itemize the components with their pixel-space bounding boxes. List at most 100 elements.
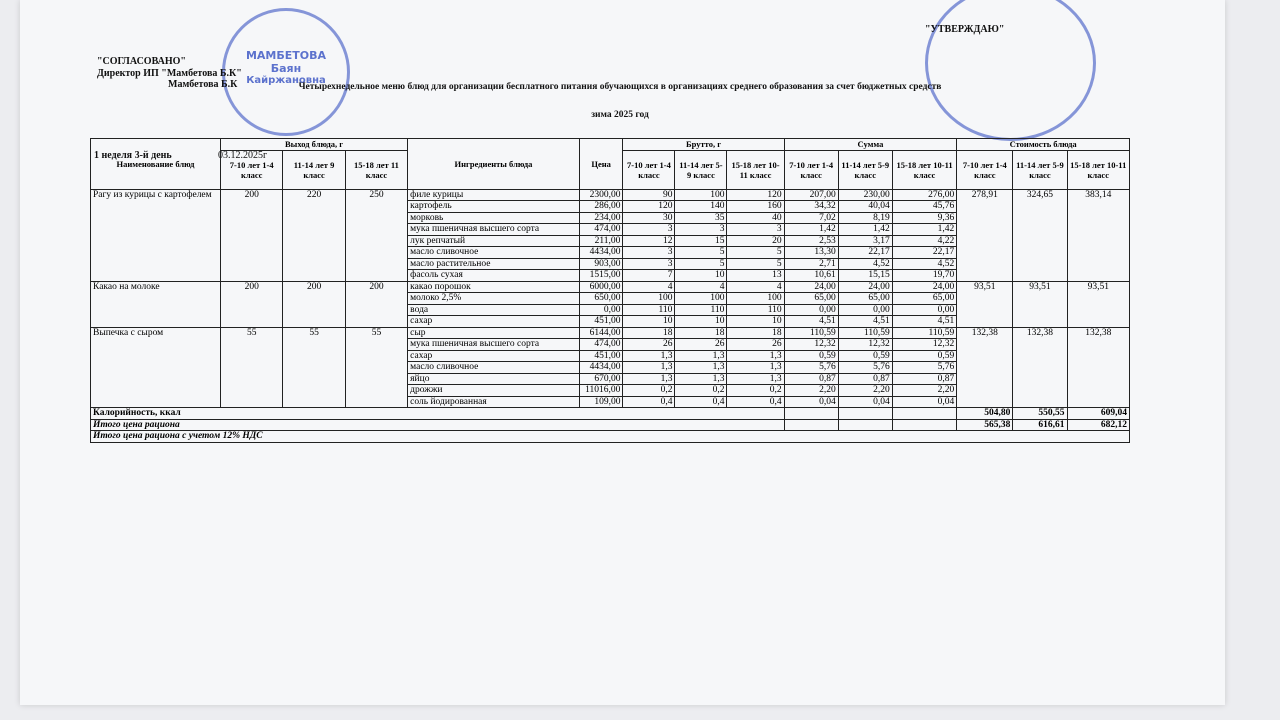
title: Четырехнедельное меню блюд для организац… (298, 82, 942, 92)
ingredient-value: 286,00 (578, 200, 624, 213)
ingredient: дрожжи (407, 384, 580, 397)
ingredient-value: 40,04 (837, 200, 893, 213)
ingredient-value: 0,59 (837, 349, 893, 362)
ingredient-value: 65,00 (837, 292, 893, 305)
dish-name: Рагу из курицы с картофелем (90, 188, 221, 282)
ingredient: вода (407, 303, 580, 316)
ingredient-value: 100 (726, 292, 785, 305)
ingredient-row: сахар 451,00 10 10 10 4,51 4,51 4,51 (91, 315, 1130, 328)
cell (891, 407, 958, 420)
sub-header: 7-10 лет 1-4 класс (219, 149, 284, 190)
ingredient-row: масло сливочное 4434,00 1,3 1,3 1,3 5,76 5,76 5… (91, 361, 1130, 374)
ingredient-row: масло сливочное 4434,00 3 5 5 13,30 22,17 22,17 (91, 246, 1130, 259)
total-label: Итого цена рациона (90, 418, 785, 431)
total-value: 550,55 (1012, 407, 1068, 420)
ingredient-value: 90 (622, 188, 676, 201)
dish-cost: 383,14 (1066, 188, 1130, 282)
ingredient-value: 0,2 (726, 384, 785, 397)
ingredient-value: 26 (622, 338, 676, 351)
cell (783, 418, 839, 431)
ingredient-value: 10 (726, 315, 785, 328)
ingredient-value: 207,00 (783, 188, 839, 201)
ingredient-value: 24,00 (837, 280, 893, 293)
ingredient-value: 2,20 (891, 384, 958, 397)
ingredient-value: 0,04 (837, 395, 893, 408)
ingredient-value: 0,00 (837, 303, 893, 316)
ingredient-row: картофель 286,00 120 140 160 34,32 40,04 45,76 (91, 200, 1130, 213)
ingredient-value: 3 (622, 246, 676, 259)
ingredient-value: 451,00 (578, 349, 624, 362)
ingredient: какао порошок (407, 280, 580, 293)
ingredient-row: мука пшеничная высшего сорта 474,00 3 3 3 1,4… (91, 223, 1130, 236)
ingredient-value: 110 (726, 303, 785, 316)
sub-header: 11-14 лет 5-9 класс (1012, 149, 1068, 190)
ingredient-value: 6144,00 (578, 326, 624, 339)
ingredient: филе курицы (407, 188, 580, 201)
ingredient-value: 100 (674, 292, 728, 305)
ingredient-value: 13,30 (783, 246, 839, 259)
ingredient-value: 12,32 (783, 338, 839, 351)
ingredient: яйцо (407, 372, 580, 385)
ingredient-value: 5 (726, 257, 785, 270)
stamp-left: МАМБЕТОВА Баян Кайржановна (222, 8, 350, 136)
dish-output: 250 (344, 188, 409, 282)
sub-header: 7-10 лет 1-4 класс (622, 149, 676, 190)
sub-header: 15-18 лет 11 класс (344, 149, 409, 190)
ingredient-row: лук репчатый 211,00 12 15 20 2,53 3,17 4,22 (91, 234, 1130, 247)
col-header: Наименование блюд (90, 138, 221, 190)
ingredient-value: 100 (622, 292, 676, 305)
dish-output: 55 (282, 326, 346, 408)
ingredient-value: 24,00 (891, 280, 958, 293)
ingredient-value: 10 (622, 315, 676, 328)
ingredient-value: 0,4 (674, 395, 728, 408)
total-value: 504,80 (956, 407, 1014, 420)
ingredient-value: 0,59 (783, 349, 839, 362)
ingredient-value: 109,00 (578, 395, 624, 408)
ingredient-value: 0,04 (891, 395, 958, 408)
ingredient-value: 0,87 (837, 372, 893, 385)
col-header: Цена (578, 138, 624, 190)
ingredient-value: 3,17 (837, 234, 893, 247)
ingredient-value: 26 (674, 338, 728, 351)
dish-cost: 93,51 (956, 280, 1014, 328)
ingredient-value: 2,20 (837, 384, 893, 397)
ingredient-value: 4 (622, 280, 676, 293)
ingredient-value: 5,76 (837, 361, 893, 374)
sub-header: 15-18 лет 10-11 класс (891, 149, 958, 190)
sub-header: 7-10 лет 1-4 класс (956, 149, 1014, 190)
ingredient-row: молоко 2,5% 650,00 100 100 100 65,00 65,00 65,0… (91, 292, 1130, 305)
ingredient-value: 4,51 (783, 315, 839, 328)
ingredient-value: 26 (726, 338, 785, 351)
total-label: Итого цена рациона с учетом 12% НДС (90, 430, 1130, 443)
dish-cost: 132,38 (956, 326, 1014, 408)
ingredient-value: 3 (622, 223, 676, 236)
dish-output: 200 (344, 280, 409, 328)
sub-header: 15-18 лет 10-11 класс (1066, 149, 1130, 190)
ingredient: масло растительное (407, 257, 580, 270)
ingredient-value: 670,00 (578, 372, 624, 385)
stamp-text: Кайржановна (246, 75, 326, 86)
dish-name: Выпечка с сыром (90, 326, 221, 408)
ingredient-value: 140 (674, 200, 728, 213)
ingredient-value: 0,87 (891, 372, 958, 385)
sub-header: 11-14 лет 5-9 класс (837, 149, 893, 190)
ingredient-value: 12,32 (837, 338, 893, 351)
ingredient-value: 4 (726, 280, 785, 293)
total-row: Итого цена рациона 565,38 616,61 682,12 (90, 418, 1130, 431)
ingredient-value: 0,00 (578, 303, 624, 316)
dish-output: 200 (282, 280, 346, 328)
ingredient-row: сахар 451,00 1,3 1,3 1,3 0,59 0,59 0,59 (91, 349, 1130, 362)
ingredient: мука пшеничная высшего сорта (407, 223, 580, 236)
ingredient-value: 234,00 (578, 211, 624, 224)
ingredient-value: 7 (622, 269, 676, 282)
ingredient-value: 1,3 (622, 372, 676, 385)
ingredient-value: 100 (674, 188, 728, 201)
ingredient-value: 5,76 (891, 361, 958, 374)
ingredient-value: 4434,00 (578, 246, 624, 259)
ingredient-value: 5 (726, 246, 785, 259)
col-header: Стоимость блюда (956, 138, 1130, 151)
ingredient-value: 1,3 (622, 349, 676, 362)
ingredient: масло сливочное (407, 246, 580, 259)
ingredient-value: 11016,00 (578, 384, 624, 397)
ingredient-value: 0,2 (674, 384, 728, 397)
